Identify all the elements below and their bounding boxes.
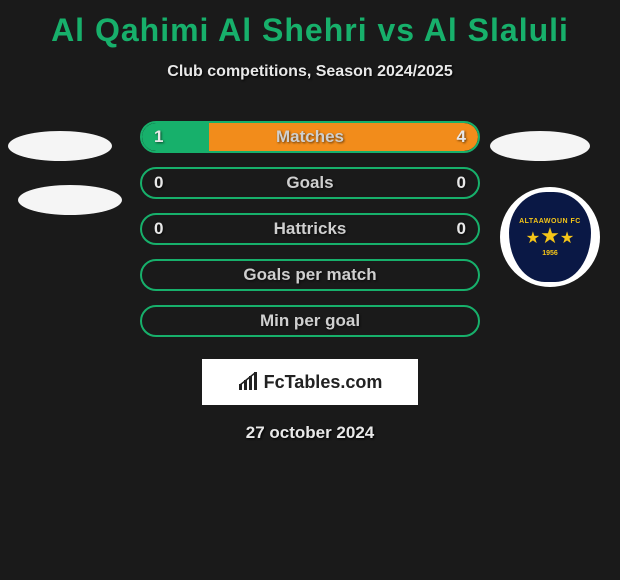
club-logo: ALTAAWOUN FC ★★★ 1956 [500, 187, 600, 287]
stat-label: Matches [142, 127, 478, 147]
stat-label: Hattricks [142, 219, 478, 239]
stat-label: Min per goal [142, 311, 478, 331]
player-photo-placeholder-right [490, 131, 590, 161]
bar-chart-icon [238, 372, 260, 392]
stat-row: 00Goals [140, 167, 480, 199]
stat-row: Goals per match [140, 259, 480, 291]
stat-label: Goals per match [142, 265, 478, 285]
player-photo-placeholder-left-1 [8, 131, 112, 161]
stat-rows-container: 14Matches 00Goals 00Hattricks Goals per mat… [140, 121, 480, 337]
footer-date: 27 october 2024 [0, 423, 620, 443]
stats-area: ALTAAWOUN FC ★★★ 1956 14Matches 00Goals 00… [0, 121, 620, 337]
footer-brand: FcTables.com [202, 359, 418, 405]
stat-label: Goals [142, 173, 478, 193]
subtitle: Club competitions, Season 2024/2025 [0, 63, 620, 81]
club-logo-star-icon: ★★★ [526, 225, 574, 248]
stat-row: 00Hattricks [140, 213, 480, 245]
page-title: Al Qahimi Al Shehri vs Al Slaluli [0, 0, 620, 49]
stat-row: 14Matches [140, 121, 480, 153]
club-logo-year: 1956 [542, 250, 558, 257]
player-photo-placeholder-left-2 [18, 185, 122, 215]
footer-brand-text: FcTables.com [264, 372, 383, 393]
stat-row: Min per goal [140, 305, 480, 337]
